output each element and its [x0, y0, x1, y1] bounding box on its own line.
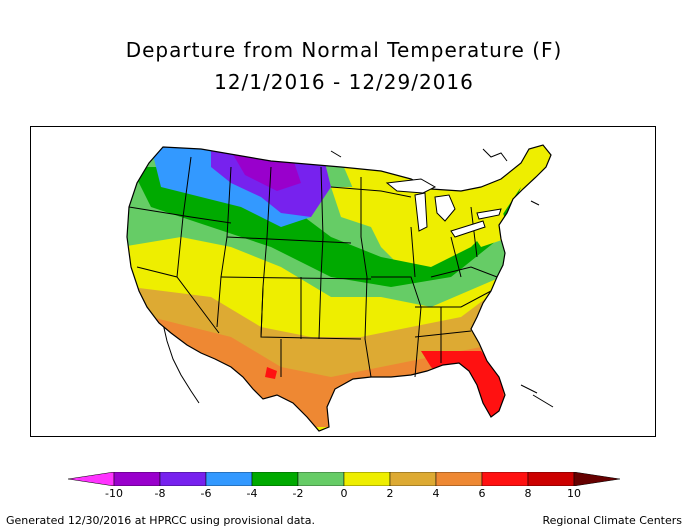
legend-swatch-7 [389, 472, 437, 486]
legend-swatch-4 [251, 472, 299, 486]
legend-swatch-5 [297, 472, 345, 486]
temperature-departure-map [126, 144, 554, 432]
legend-tick-label: -2 [292, 487, 304, 500]
legend-tick-label: 2 [386, 487, 394, 500]
legend-tick-label: 0 [340, 487, 348, 500]
legend-swatch-2 [159, 472, 207, 486]
map-date-range: 12/1/2016 - 12/29/2016 [214, 70, 474, 94]
legend-swatch-10 [527, 472, 575, 486]
legend-swatch-1 [113, 472, 161, 486]
legend-swatch-above-10 [573, 472, 620, 486]
legend-tick-label: 8 [524, 487, 532, 500]
map-frame [30, 126, 656, 437]
legend-tick-label: 4 [432, 487, 440, 500]
footer-source: Regional Climate Centers [542, 514, 682, 527]
legend-tick-label: -8 [154, 487, 166, 500]
legend-swatch-below-neg10 [68, 472, 115, 486]
legend-swatch-3 [205, 472, 253, 486]
legend-swatch-8 [435, 472, 483, 486]
map-title: Departure from Normal Temperature (F) [125, 38, 563, 62]
legend-swatch-9 [481, 472, 529, 486]
state-boundaries [126, 144, 552, 432]
legend-swatch-6 [343, 472, 391, 486]
legend-tick-label: 6 [478, 487, 486, 500]
legend-tick-label: 10 [567, 487, 581, 500]
great-lakes [385, 178, 502, 238]
color-legend [68, 472, 620, 486]
footer-generated-note: Generated 12/30/2016 at HPRCC using prov… [6, 514, 315, 527]
legend-tick-label: -4 [246, 487, 258, 500]
legend-tick-label: -10 [105, 487, 123, 500]
temperature-field [127, 145, 551, 431]
legend-tick-label: -6 [200, 487, 212, 500]
